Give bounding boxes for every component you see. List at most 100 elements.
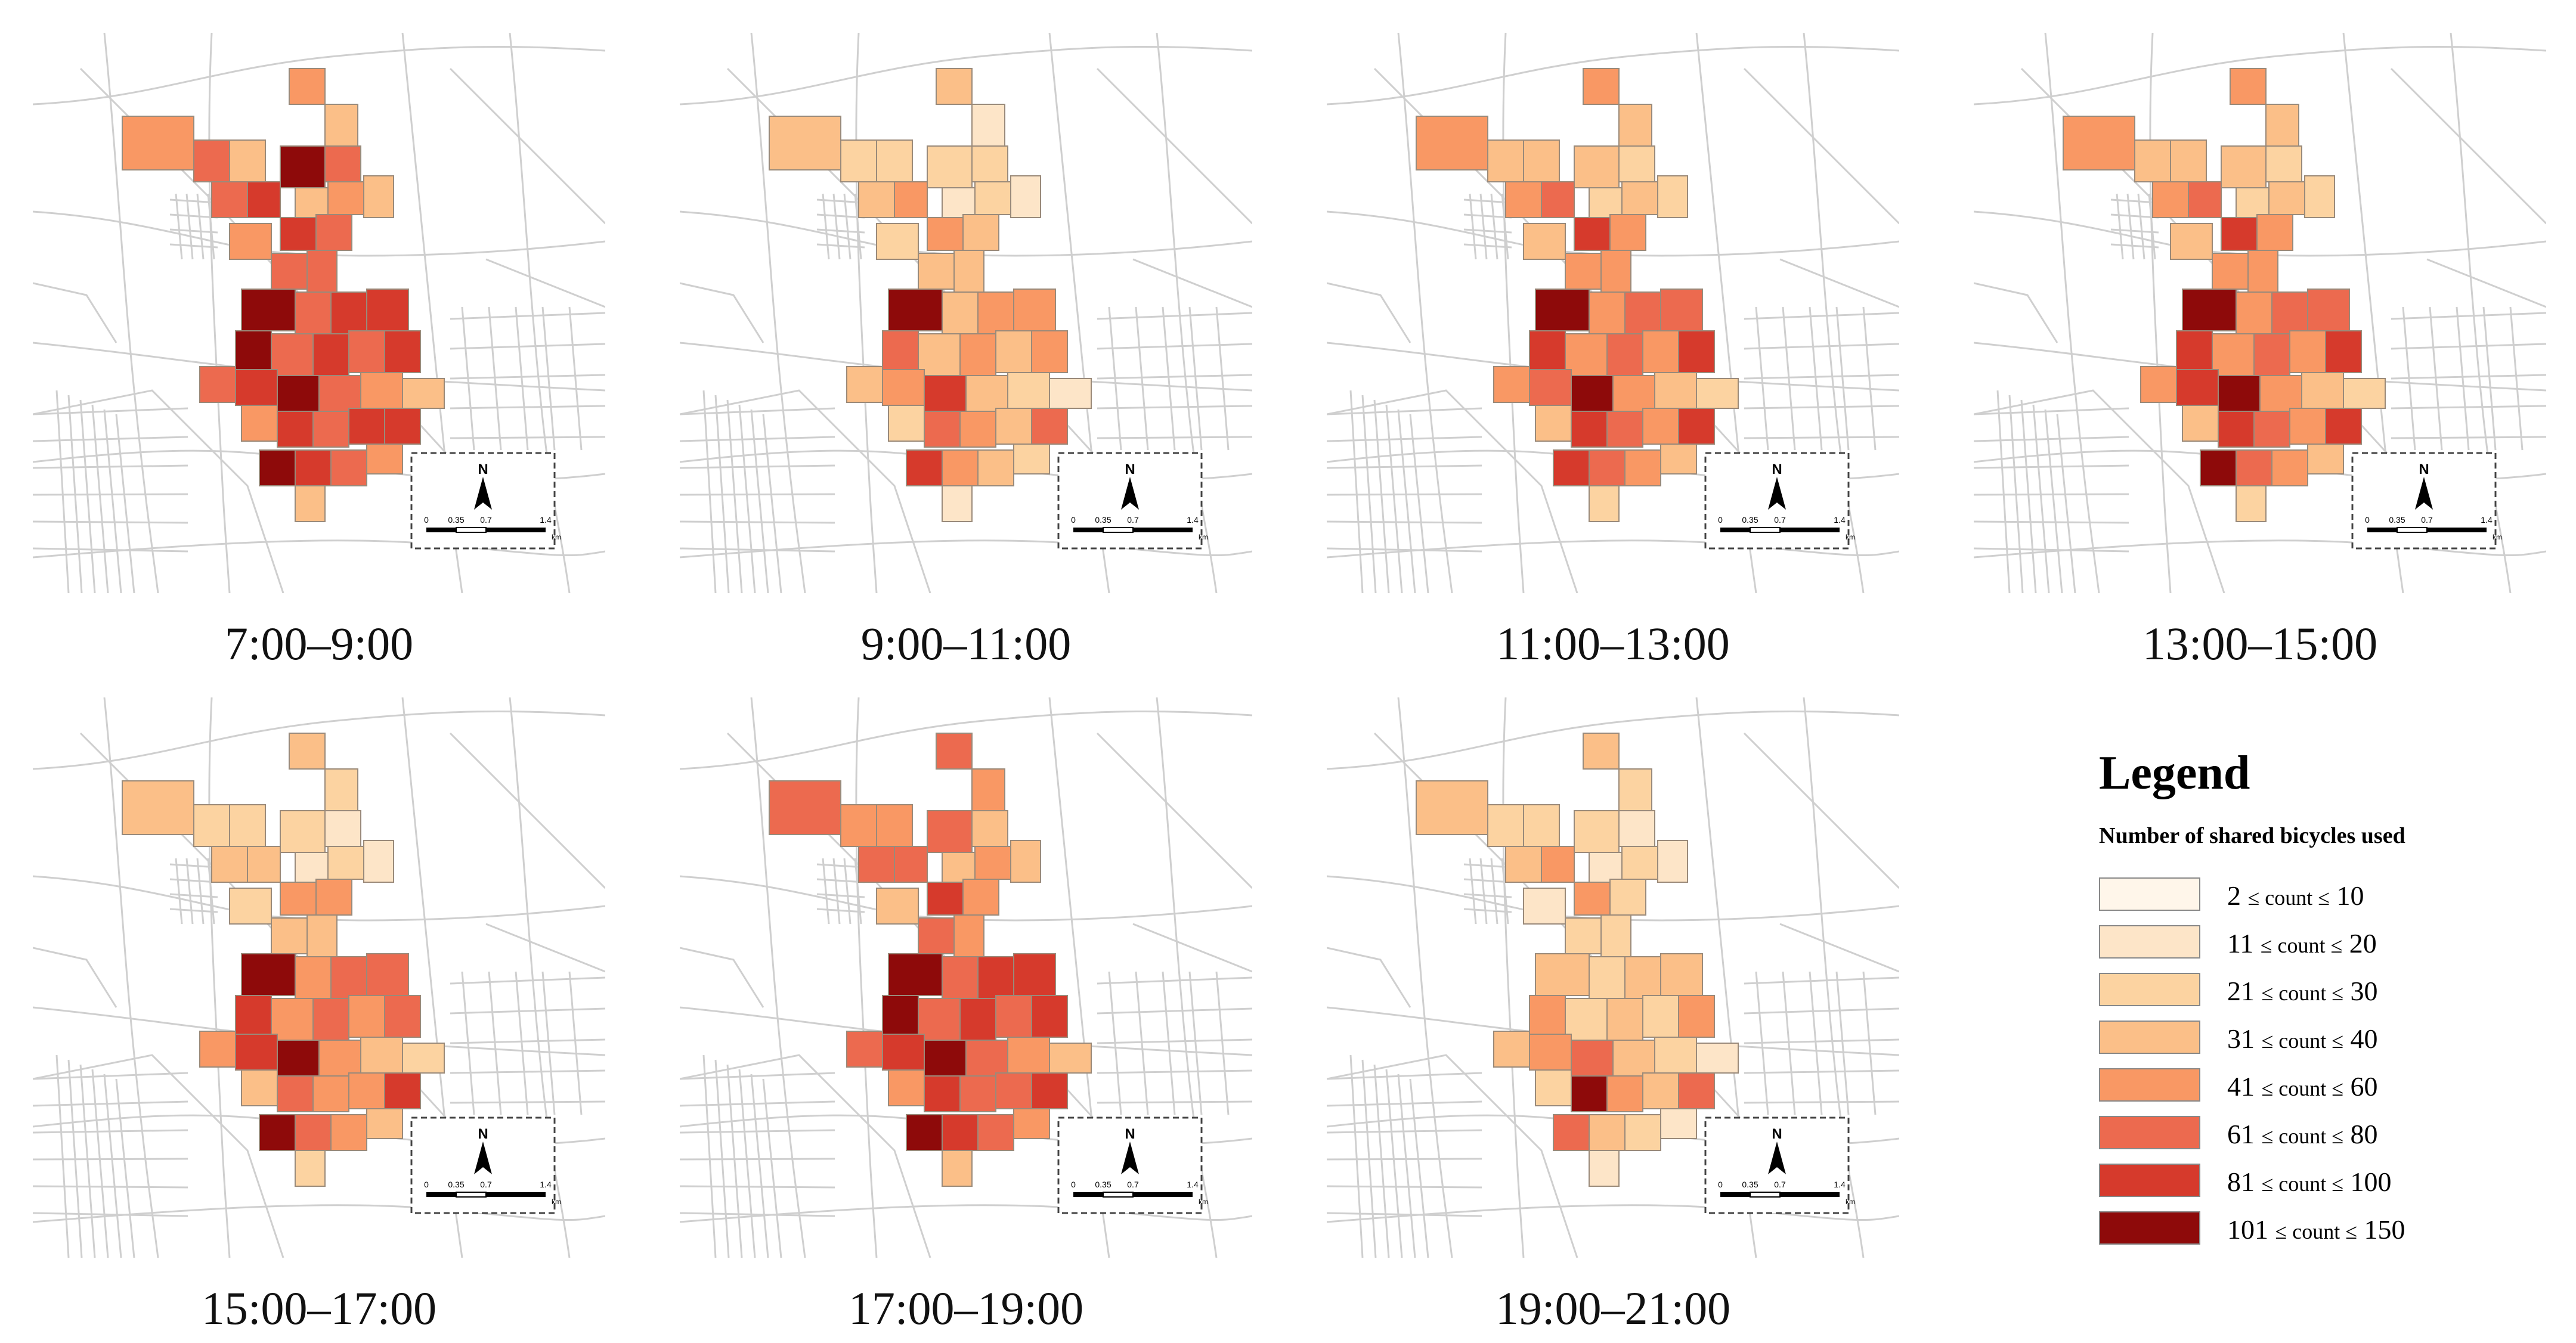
scale-unit: km <box>2493 533 2502 541</box>
zone-cell <box>1571 411 1608 448</box>
zone-cell <box>1523 139 1560 182</box>
road <box>1835 971 1850 1115</box>
zone-cell <box>858 181 895 218</box>
zone-cell <box>1621 846 1658 880</box>
road <box>509 697 571 1258</box>
road <box>33 1072 188 1080</box>
scale-tick-label: 0.35 <box>1742 515 1758 525</box>
zone-cell <box>906 1114 943 1151</box>
zone-cell <box>1642 995 1679 1038</box>
zone-cell <box>122 116 194 170</box>
zone-cell <box>846 1031 883 1068</box>
road <box>33 1185 188 1189</box>
zone-cell <box>1660 289 1703 331</box>
legend-low: 31 <box>2227 1023 2255 1054</box>
scale-bar-segment <box>1103 1192 1134 1198</box>
road <box>680 1100 835 1107</box>
scale-tick-label: 1.4 <box>540 515 552 525</box>
legend-low: 41 <box>2227 1071 2255 1102</box>
inset-box: N0 0.35 0.7 1.4km <box>1057 1116 1208 1214</box>
zone-cell <box>402 1043 445 1074</box>
road <box>1809 306 1823 451</box>
legend-label: 11 ≤ count ≤ 20 <box>2227 928 2377 959</box>
legend: Legend Number of shared bicycles used 2 … <box>2099 739 2564 1276</box>
road <box>1502 33 1525 593</box>
scale-unit: km <box>552 533 561 541</box>
zone-cell <box>1583 733 1620 770</box>
road <box>1327 389 1578 593</box>
road <box>1974 282 2058 343</box>
scale-unit: km <box>1846 1198 1855 1206</box>
zone-cell <box>888 1069 925 1106</box>
zone-cell <box>1696 1043 1739 1074</box>
zone-cell <box>2182 405 2219 442</box>
north-arrow-icon <box>1121 1142 1139 1174</box>
legend-high: 10 <box>2336 880 2364 911</box>
road <box>816 228 865 234</box>
legend-low: 11 <box>2227 928 2254 959</box>
zone-cell <box>1657 840 1688 883</box>
road <box>2391 436 2546 439</box>
zone-cell <box>384 995 421 1038</box>
road <box>1097 436 1252 439</box>
road <box>680 947 764 1008</box>
scale-tick-label: 0 <box>1718 515 1723 525</box>
zone-cell <box>1416 780 1488 835</box>
zone-cell <box>769 780 841 835</box>
zone-cell <box>924 1040 967 1077</box>
road <box>762 1078 782 1258</box>
north-arrow-icon <box>2415 477 2433 510</box>
zones <box>1416 68 1739 522</box>
zone-cell <box>1529 995 1566 1035</box>
road <box>1974 520 2129 524</box>
scale-tick-label: 1.4 <box>1187 515 1199 525</box>
zone-cell <box>1612 375 1655 412</box>
scale-bar-segment <box>486 1192 546 1197</box>
north-arrow-icon <box>474 1142 492 1174</box>
legend-label: 101 ≤ count ≤ 150 <box>2227 1214 2405 1245</box>
zone-cell <box>1589 291 1626 334</box>
zone-cell <box>315 879 352 916</box>
road <box>1097 1069 1252 1074</box>
road <box>91 1069 109 1258</box>
zone-cell <box>1031 995 1068 1038</box>
zone-cell <box>1606 1075 1643 1112</box>
zone-cell <box>2259 375 2302 412</box>
road <box>2020 399 2037 593</box>
zone-cell <box>235 330 272 370</box>
zones <box>769 733 1092 1187</box>
road <box>680 282 764 343</box>
zone-cell <box>927 882 964 916</box>
zone-cell <box>1574 810 1620 853</box>
road <box>1501 193 1509 260</box>
legend-operator: ≤ count ≤ <box>2261 1124 2344 1148</box>
zone-cell <box>1606 411 1643 448</box>
road <box>103 409 122 593</box>
zone-cell <box>918 253 955 290</box>
road <box>1744 1038 1899 1044</box>
zone-cell <box>977 449 1014 486</box>
scale-tick-label: 0.35 <box>1095 515 1111 525</box>
inset-box: N0 0.35 0.7 1.4km <box>410 1116 561 1214</box>
zone-cell <box>942 485 973 522</box>
zone-cell <box>846 366 883 403</box>
road <box>79 399 96 593</box>
zone-cell <box>1618 810 1655 847</box>
legend-high: 20 <box>2349 928 2377 959</box>
legend-item: 21 ≤ count ≤ 30 <box>2099 973 2516 1009</box>
road <box>1327 520 1482 524</box>
road <box>33 282 117 343</box>
legend-operator: ≤ count ≤ <box>2261 1029 2344 1053</box>
road <box>1135 971 1149 1115</box>
zone-cell <box>366 443 403 474</box>
road <box>680 389 931 593</box>
inset-box: N0 0.35 0.7 1.4km <box>1704 452 1855 550</box>
legend-item: 41 ≤ count ≤ 60 <box>2099 1068 2516 1104</box>
zone-cell <box>2307 289 2350 331</box>
legend-label: 41 ≤ count ≤ 60 <box>2227 1071 2378 1102</box>
zone-cell <box>2152 181 2189 218</box>
zone-cell <box>1013 443 1050 474</box>
north-arrow-icon <box>474 477 492 510</box>
zone-cell <box>924 375 967 412</box>
road <box>1996 390 2011 593</box>
